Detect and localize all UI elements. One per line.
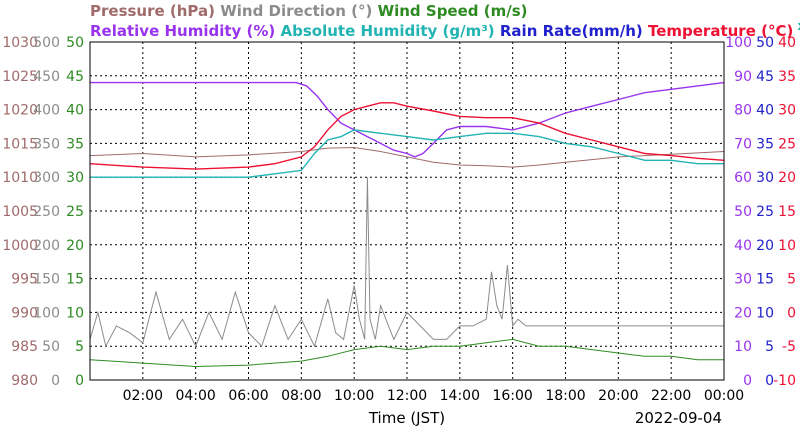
pressure-tick-label: 1025 — [2, 69, 38, 85]
wind-speed-tick-label: 30 — [66, 170, 84, 186]
legend-entry: Relative Humidity (%) — [90, 22, 275, 40]
legend-row-1: Pressure (hPa) Wind Direction (°) Wind S… — [90, 2, 528, 20]
x-tick-label: 16:00 — [492, 388, 532, 404]
humidity-tick-label: 10 — [734, 339, 752, 355]
wind-direction-tick-label: 300 — [33, 170, 60, 186]
wind-speed-tick-label: 35 — [66, 136, 84, 152]
wind-direction-tick-label: 400 — [33, 103, 60, 119]
rain-rate-tick-label: 0 — [765, 373, 774, 389]
wind-direction-tick-label: 150 — [33, 272, 60, 288]
wind-direction-tick-label: 250 — [33, 204, 60, 220]
wind-direction-tick-label: 450 — [33, 69, 60, 85]
x-tick-label: 12:00 — [387, 388, 427, 404]
humidity-tick-label: 20 — [734, 305, 752, 321]
rain-rate-tick-label: 40 — [756, 103, 774, 119]
humidity-tick-label: 40 — [734, 238, 752, 254]
absolute-humidity-series — [90, 129, 724, 178]
x-tick-label: 22:00 — [651, 388, 691, 404]
rain-rate-tick-label: 45 — [756, 69, 774, 85]
pressure-tick-label: 1030 — [2, 35, 38, 51]
pressure-series — [89, 146, 725, 168]
temperature-tick-label: 5 — [787, 272, 796, 288]
chart-date: 2022-09-04 — [635, 409, 722, 427]
wind-speed-tick-label: 25 — [66, 204, 84, 220]
wind-direction-tick-label: 500 — [33, 35, 60, 51]
x-axis-label: Time (JST) — [368, 409, 445, 427]
humidity-tick-label: 30 — [734, 272, 752, 288]
humidity-tick-label: 0 — [743, 373, 752, 389]
wind-direction-series — [89, 177, 724, 348]
x-tick-label: 08:00 — [281, 388, 321, 404]
legend-entry: Wind Direction (°) — [215, 2, 372, 20]
wind-speed-tick-label: 50 — [66, 35, 84, 51]
wind-speed-tick-label: 15 — [66, 272, 84, 288]
temperature-tick-label: 30 — [778, 103, 796, 119]
wind-direction-tick-label: 100 — [33, 305, 60, 321]
humidity-tick-label: 90 — [734, 69, 752, 85]
temperature-tick-label: 0 — [787, 305, 796, 321]
x-tick-label: 10:00 — [334, 388, 374, 404]
temperature-tick-label: 35 — [778, 69, 796, 85]
pressure-tick-label: 985 — [11, 339, 38, 355]
pressure-tick-label: 1005 — [2, 204, 38, 220]
legend-row-2: Relative Humidity (%) Absolute Humidity … — [90, 19, 800, 40]
legend-entry: Wind Speed (m/s) — [372, 2, 527, 20]
temperature-tick-label: 25 — [778, 136, 796, 152]
wind-speed-tick-label: 20 — [66, 238, 84, 254]
pressure-tick-label: 1000 — [2, 238, 38, 254]
rain-rate-tick-label: 10 — [756, 305, 774, 321]
x-tick-label: 18:00 — [545, 388, 585, 404]
temperature-tick-label: 10 — [778, 238, 796, 254]
x-tick-label: 06:00 — [228, 388, 268, 404]
humidity-tick-label: 100 — [725, 35, 752, 51]
wind-speed-tick-label: 45 — [66, 69, 84, 85]
legend-entry: x0.3 — [793, 19, 800, 33]
plot-frame — [89, 41, 725, 381]
pressure-tick-label: 1015 — [2, 136, 38, 152]
wind-direction-tick-label: 200 — [33, 238, 60, 254]
wind-speed-series — [89, 338, 724, 368]
pressure-tick-label: 990 — [11, 305, 38, 321]
wind-direction-tick-label: 350 — [33, 136, 60, 152]
pressure-tick-label: 995 — [11, 272, 38, 288]
temperature-tick-label: -5 — [782, 339, 796, 355]
pressure-tick-label: 980 — [11, 373, 38, 389]
x-tick-label: 04:00 — [175, 388, 215, 404]
wind-speed-tick-label: 40 — [66, 103, 84, 119]
wind-speed-tick-label: 10 — [66, 305, 84, 321]
rain-rate-tick-label: 35 — [756, 136, 774, 152]
legend-entry: Pressure (hPa) — [90, 2, 215, 20]
wind-direction-tick-label: 50 — [42, 339, 60, 355]
temperature-tick-label: 15 — [778, 204, 796, 220]
temperature-tick-label: 40 — [778, 35, 796, 51]
humidity-tick-label: 80 — [734, 103, 752, 119]
legend-entry: Temperature (°C) — [643, 22, 794, 40]
humidity-tick-label: 70 — [734, 136, 752, 152]
rain-rate-tick-label: 5 — [765, 339, 774, 355]
rain-rate-tick-label: 25 — [756, 204, 774, 220]
pressure-tick-label: 1010 — [2, 170, 38, 186]
wind-direction-tick-label: 0 — [51, 373, 60, 389]
legend-entry: Rain Rate(mm/h) — [495, 22, 643, 40]
pressure-tick-label: 1020 — [2, 103, 38, 119]
wind-speed-tick-label: 0 — [75, 373, 84, 389]
x-tick-label: 02:00 — [123, 388, 163, 404]
x-tick-label: 14:00 — [440, 388, 480, 404]
humidity-tick-label: 50 — [734, 204, 752, 220]
temperature-tick-label: -10 — [773, 373, 796, 389]
rain-rate-tick-label: 15 — [756, 272, 774, 288]
temperature-series — [89, 102, 725, 170]
rain-rate-tick-label: 50 — [756, 35, 774, 51]
relative-humidity-series — [90, 81, 725, 158]
legend-entry: Absolute Humidity (g/m³) — [275, 22, 494, 40]
x-tick-label: 20:00 — [598, 388, 638, 404]
wind-speed-tick-label: 5 — [75, 339, 84, 355]
humidity-tick-label: 60 — [734, 170, 752, 186]
x-tick-label: 00:00 — [704, 388, 744, 404]
rain-rate-tick-label: 30 — [756, 170, 774, 186]
temperature-tick-label: 20 — [778, 170, 796, 186]
rain-rate-tick-label: 20 — [756, 238, 774, 254]
